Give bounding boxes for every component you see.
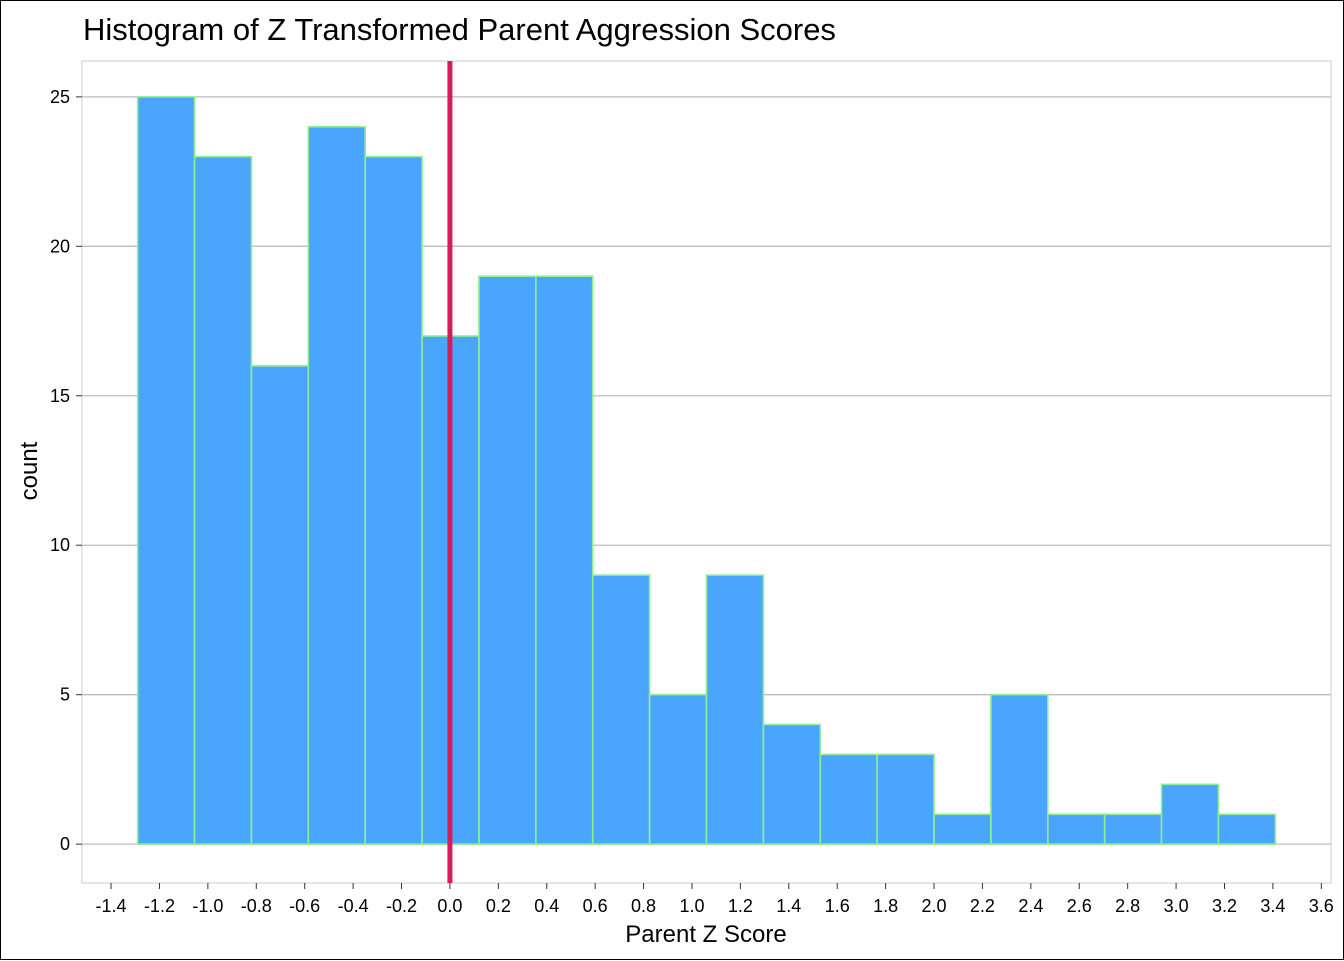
histogram-bar-16 <box>1046 813 1106 845</box>
y-tick-label-3: 15 <box>50 386 70 406</box>
histogram-bar-12 <box>819 753 878 845</box>
x-tick-label-16: 1.8 <box>873 896 898 916</box>
histogram-bar-10 <box>705 574 765 845</box>
x-tick-label-10: 0.6 <box>583 896 608 916</box>
histogram-bar-17 <box>1103 813 1163 845</box>
y-axis-title: count <box>16 441 43 500</box>
y-tick-label-1: 5 <box>60 685 70 705</box>
x-tick-label-3: -0.8 <box>241 896 272 916</box>
histogram-bar-4 <box>364 155 423 845</box>
y-tick-label-2: 10 <box>50 535 70 555</box>
y-tick-label-4: 20 <box>50 236 70 256</box>
histogram-bar-7 <box>535 275 594 845</box>
x-tick-label-13: 1.2 <box>728 896 753 916</box>
histogram-bar-11 <box>762 723 822 845</box>
x-tick-label-17: 2.0 <box>922 896 947 916</box>
x-tick-label-9: 0.4 <box>534 896 559 916</box>
histogram-bar-1 <box>193 155 253 845</box>
y-tick-label-0: 0 <box>60 834 70 854</box>
x-tick-label-18: 2.2 <box>970 896 995 916</box>
x-tick-label-0: -1.4 <box>96 896 127 916</box>
x-tick-label-19: 2.4 <box>1018 896 1043 916</box>
histogram-bar-2 <box>250 365 310 845</box>
histogram-bar-8 <box>591 574 651 845</box>
x-tick-label-6: -0.2 <box>386 896 417 916</box>
histogram-bar-15 <box>990 693 1049 845</box>
histogram-bar-19 <box>1217 813 1277 845</box>
chart-title: Histogram of Z Transformed Parent Aggres… <box>83 12 836 47</box>
histogram-bar-13 <box>876 753 935 845</box>
histogram-bars <box>136 96 1277 845</box>
x-tick-label-24: 3.4 <box>1260 896 1285 916</box>
x-tick-label-2: -1.0 <box>192 896 223 916</box>
histogram-bar-3 <box>307 125 367 845</box>
x-tick-label-7: 0.0 <box>437 896 462 916</box>
x-tick-label-14: 1.4 <box>776 896 801 916</box>
histogram-bar-18 <box>1160 783 1220 845</box>
x-tick-label-23: 3.2 <box>1212 896 1237 916</box>
x-tick-label-8: 0.2 <box>486 896 511 916</box>
x-axis: -1.4 -1.2 -1.0 -0.8 -0.6 -0.4 -0.2 0.0 0.2 0.4 0.6… <box>96 883 1334 916</box>
x-tick-label-21: 2.8 <box>1115 896 1140 916</box>
x-tick-label-5: -0.4 <box>338 896 369 916</box>
x-axis-title: Parent Z Score <box>625 921 786 948</box>
y-tick-label-5: 25 <box>50 87 70 107</box>
x-tick-label-12: 1.0 <box>679 896 704 916</box>
y-axis: 0 5 10 15 20 25 <box>50 87 82 854</box>
x-tick-label-25: 3.6 <box>1309 896 1334 916</box>
x-tick-label-15: 1.6 <box>825 896 850 916</box>
histogram-bar-9 <box>648 693 708 845</box>
x-tick-label-22: 3.0 <box>1164 896 1189 916</box>
x-tick-label-4: -0.6 <box>289 896 320 916</box>
histogram-bar-6 <box>478 275 537 845</box>
histogram-bar-14 <box>933 813 992 845</box>
x-tick-label-1: -1.2 <box>144 896 175 916</box>
x-tick-label-20: 2.6 <box>1067 896 1092 916</box>
x-tick-label-11: 0.8 <box>631 896 656 916</box>
histogram-bar-0 <box>136 96 196 845</box>
